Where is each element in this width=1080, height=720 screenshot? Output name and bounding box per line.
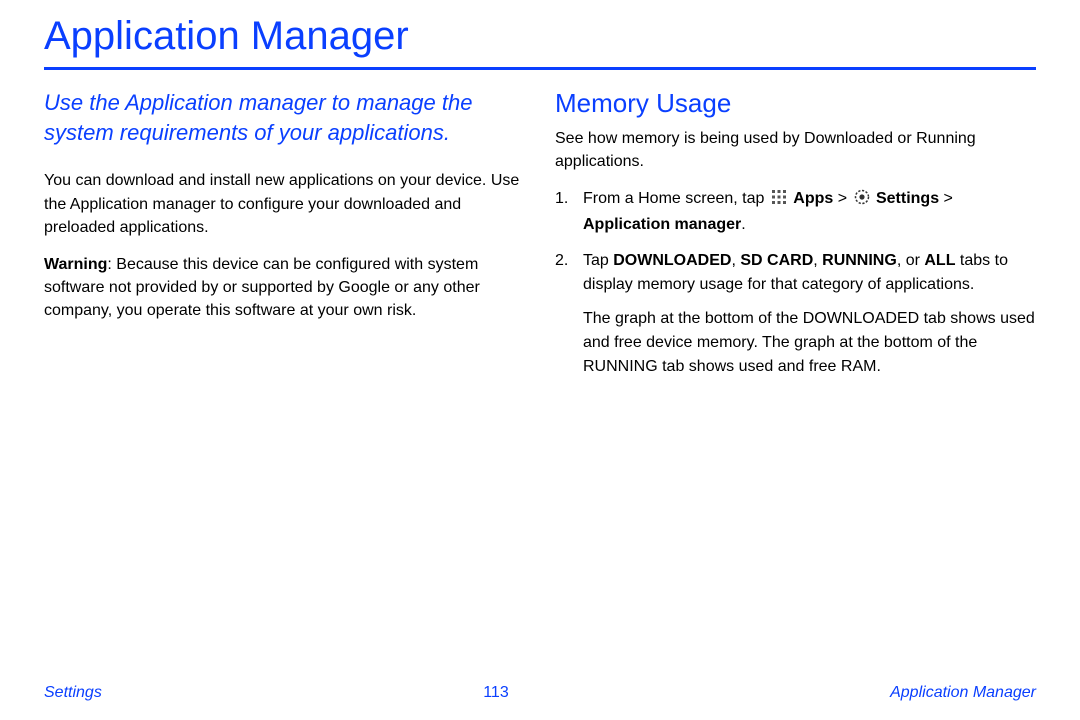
- step2-c3: , or: [897, 252, 925, 269]
- footer-right: Application Manager: [890, 684, 1036, 702]
- step2-all: ALL: [924, 252, 955, 269]
- step-1: From a Home screen, tap Apps >: [555, 187, 1036, 237]
- step1-sep1: >: [833, 190, 851, 207]
- title-rule: [44, 67, 1036, 70]
- right-column: Memory Usage See how memory is being use…: [555, 88, 1036, 676]
- memory-usage-intro: See how memory is being used by Download…: [555, 127, 1036, 173]
- warning-label: Warning: [44, 256, 107, 273]
- warning-text: : Because this device can be configured …: [44, 256, 480, 319]
- step1-sep2: >: [939, 190, 953, 207]
- step2-c2: ,: [813, 252, 822, 269]
- step1-period: .: [741, 216, 745, 233]
- step2-sdcard: SD CARD: [740, 252, 813, 269]
- page-footer: Settings 113 Application Manager: [44, 676, 1036, 702]
- left-column: Use the Application manager to manage th…: [44, 88, 525, 676]
- footer-left: Settings: [44, 684, 102, 702]
- content-columns: Use the Application manager to manage th…: [44, 88, 1036, 676]
- step-2: Tap DOWNLOADED, SD CARD, RUNNING, or ALL…: [555, 249, 1036, 379]
- step2-extra: The graph at the bottom of the DOWNLOADE…: [583, 307, 1036, 379]
- step1-appmgr: Application manager: [583, 216, 741, 233]
- step1-apps: Apps: [793, 190, 833, 207]
- step1-pre: From a Home screen, tap: [583, 190, 769, 207]
- step2-pre: Tap: [583, 252, 613, 269]
- memory-usage-heading: Memory Usage: [555, 88, 1036, 119]
- step2-downloaded: DOWNLOADED: [613, 252, 731, 269]
- warning-paragraph: Warning: Because this device can be conf…: [44, 253, 525, 323]
- apps-grid-icon: [771, 189, 787, 213]
- step1-settings: Settings: [876, 190, 939, 207]
- footer-page-number: 113: [483, 684, 509, 702]
- left-para-1: You can download and install new applica…: [44, 169, 525, 239]
- steps-list: From a Home screen, tap Apps >: [555, 187, 1036, 379]
- intro-text: Use the Application manager to manage th…: [44, 88, 525, 147]
- step2-running: RUNNING: [822, 252, 897, 269]
- page-title: Application Manager: [44, 14, 1036, 67]
- settings-gear-icon: [854, 189, 870, 213]
